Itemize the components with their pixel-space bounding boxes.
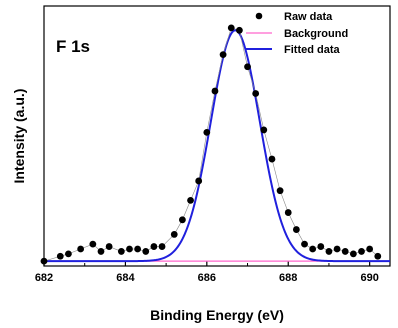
x-tick-label: 682 (35, 272, 53, 284)
raw-data-point (358, 248, 365, 255)
x-axis-label: Binding Energy (eV) (150, 307, 284, 323)
fitted-curve (44, 29, 390, 263)
raw-data-point (203, 128, 211, 136)
panel-label: F 1s (56, 37, 90, 56)
raw-data-point (170, 231, 178, 238)
raw-data-point (219, 51, 227, 58)
raw-data-point (150, 243, 158, 250)
raw-data-point (65, 250, 72, 258)
y-axis-label: Intensity (a.u.) (11, 89, 27, 184)
raw-data-point (195, 177, 203, 185)
raw-data-point (179, 216, 186, 224)
legend: Raw data Background Fitted data (246, 11, 348, 56)
raw-data-point (117, 248, 125, 255)
raw-data-point (333, 245, 341, 253)
raw-data-point (89, 240, 97, 248)
raw-data-point (235, 26, 243, 34)
x-tick-label: 690 (360, 272, 378, 284)
legend-label-background: Background (284, 28, 348, 40)
raw-data-point (317, 243, 325, 250)
raw-data-point (325, 248, 333, 255)
raw-data-point (187, 196, 194, 204)
x-tick-label: 688 (279, 272, 297, 284)
raw-data-point (158, 243, 166, 250)
raw-data-point (97, 248, 105, 255)
raw-data-point (341, 248, 349, 255)
raw-data-point (284, 209, 292, 216)
raw-data-point (105, 243, 113, 250)
raw-data-point (211, 87, 219, 95)
raw-data-point (366, 245, 374, 253)
legend-label-raw: Raw data (284, 11, 333, 23)
raw-data-point (301, 240, 308, 248)
raw-data-point (252, 90, 260, 97)
legend-label-fitted: Fitted data (284, 44, 340, 56)
series-layer (40, 24, 390, 265)
raw-data-point (142, 248, 150, 255)
raw-data-point (56, 252, 64, 260)
raw-data-point (227, 24, 235, 32)
x-tick-label: 686 (198, 272, 216, 284)
raw-data-point (374, 252, 382, 260)
raw-data-point (309, 245, 317, 253)
raw-data-point (292, 226, 300, 233)
plot-frame (43, 5, 391, 267)
x-axis-ticks: 682 684 686 688 690 (35, 261, 379, 284)
legend-marker-raw (255, 12, 263, 20)
raw-data-point (40, 257, 48, 265)
raw-data-point (268, 155, 276, 163)
raw-data-point (276, 187, 284, 195)
raw-data-point (244, 63, 251, 71)
raw-data-point (134, 245, 142, 253)
raw-data-point (349, 250, 357, 258)
raw-data-connector (43, 27, 378, 262)
x-tick-label: 684 (116, 272, 135, 284)
raw-data-point (77, 245, 85, 253)
raw-data-point (260, 126, 268, 134)
raw-data-point (126, 245, 133, 253)
